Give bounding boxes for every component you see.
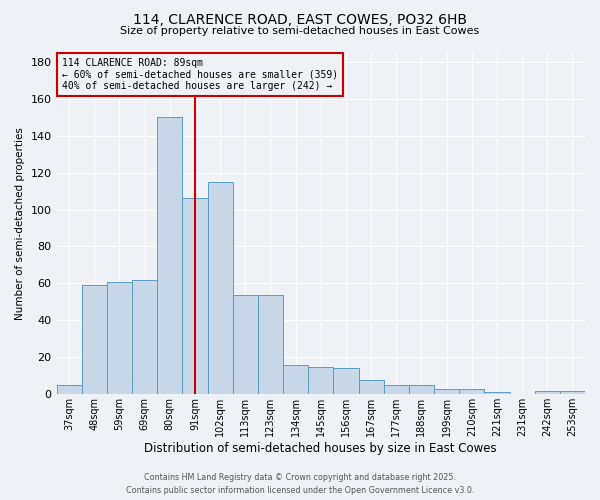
Bar	[560, 390, 585, 394]
Text: Contains HM Land Registry data © Crown copyright and database right 2025.
Contai: Contains HM Land Registry data © Crown c…	[126, 474, 474, 495]
Bar	[132, 280, 157, 394]
Bar	[182, 198, 208, 394]
Bar	[208, 182, 233, 394]
Bar	[233, 294, 258, 394]
Bar	[459, 388, 484, 394]
X-axis label: Distribution of semi-detached houses by size in East Cowes: Distribution of semi-detached houses by …	[145, 442, 497, 455]
Bar	[409, 385, 434, 394]
Bar	[157, 117, 182, 394]
Bar	[308, 366, 334, 394]
Bar	[283, 364, 308, 394]
Text: Size of property relative to semi-detached houses in East Cowes: Size of property relative to semi-detach…	[121, 26, 479, 36]
Bar	[334, 368, 359, 394]
Bar	[434, 388, 459, 394]
Text: 114, CLARENCE ROAD, EAST COWES, PO32 6HB: 114, CLARENCE ROAD, EAST COWES, PO32 6HB	[133, 12, 467, 26]
Bar	[359, 380, 383, 394]
Bar	[383, 385, 409, 394]
Bar	[258, 294, 283, 394]
Text: 114 CLARENCE ROAD: 89sqm
← 60% of semi-detached houses are smaller (359)
40% of : 114 CLARENCE ROAD: 89sqm ← 60% of semi-d…	[62, 58, 338, 91]
Bar	[82, 286, 107, 395]
Bar	[535, 390, 560, 394]
Y-axis label: Number of semi-detached properties: Number of semi-detached properties	[15, 127, 25, 320]
Bar	[484, 392, 509, 394]
Bar	[56, 385, 82, 394]
Bar	[107, 282, 132, 395]
